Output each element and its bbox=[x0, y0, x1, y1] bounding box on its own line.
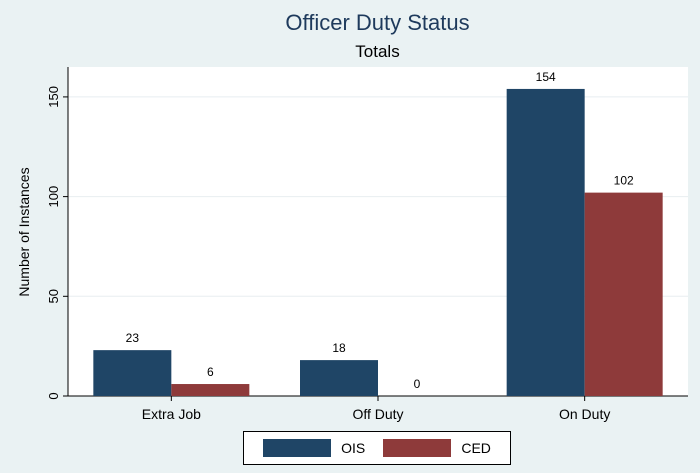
chart-title: Officer Duty Status bbox=[285, 10, 470, 35]
data-label: 102 bbox=[614, 174, 634, 188]
data-label: 23 bbox=[126, 331, 140, 345]
legend-swatch-ced bbox=[383, 439, 452, 457]
y-tick-label: 150 bbox=[46, 86, 61, 108]
x-tick-label: Extra Job bbox=[142, 406, 201, 422]
data-label: 154 bbox=[536, 70, 556, 84]
bar-ois bbox=[93, 350, 172, 396]
x-tick-label: Off Duty bbox=[352, 406, 403, 422]
legend-item-ced: CED bbox=[383, 439, 491, 457]
data-label: 0 bbox=[414, 377, 421, 391]
y-tick-label: 50 bbox=[46, 289, 61, 303]
chart-subtitle: Totals bbox=[355, 42, 400, 61]
legend-label-ced: CED bbox=[461, 440, 491, 456]
bar-ced bbox=[584, 192, 663, 396]
x-tick-label: On Duty bbox=[559, 406, 610, 422]
bar-ois bbox=[300, 360, 378, 396]
legend-item-ois: OIS bbox=[263, 439, 365, 457]
bar-ced bbox=[171, 384, 250, 396]
data-label: 18 bbox=[332, 341, 346, 355]
legend: OIS CED bbox=[243, 431, 511, 465]
data-label: 6 bbox=[207, 365, 214, 379]
bar-ois bbox=[506, 88, 585, 396]
legend-swatch-ois bbox=[263, 439, 332, 457]
y-tick-label: 0 bbox=[46, 392, 61, 399]
y-tick-label: 100 bbox=[46, 186, 61, 208]
legend-label-ois: OIS bbox=[341, 440, 366, 456]
